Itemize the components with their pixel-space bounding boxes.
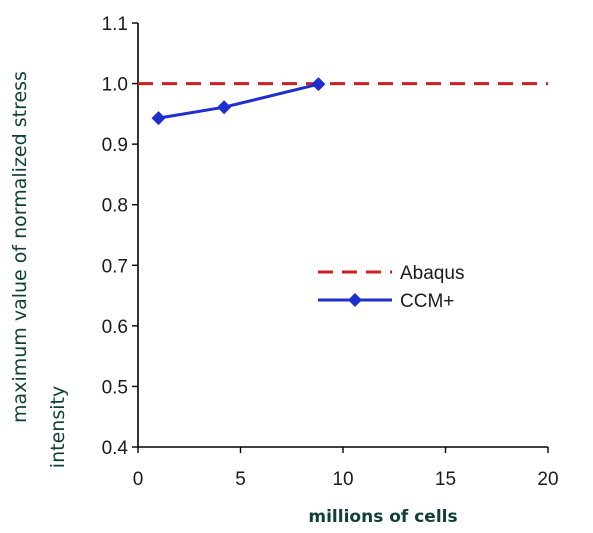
x-tick-label: 0: [133, 469, 144, 490]
x-tick-label: 5: [235, 469, 246, 490]
y-axis-title-line-2: intensity: [47, 386, 69, 468]
data-point-diamond: [217, 100, 232, 115]
y-tick-label: 0.4: [102, 438, 129, 459]
x-axis-title: millions of cells: [308, 507, 457, 527]
y-tick-label: 0.6: [102, 317, 128, 338]
series-line-ccm-: [158, 82, 319, 120]
data-point-diamond: [151, 111, 166, 126]
x-tick-label: 20: [537, 469, 558, 490]
y-tick-label: 1.0: [102, 75, 128, 96]
ticks: 0.4 0.5 0.6 0.7 0.8 0.9 1.0 1.1 0 5 10 15 20: [102, 14, 559, 490]
legend-label: Abaqus: [400, 263, 464, 284]
y-tick-label: 0.9: [102, 135, 128, 156]
y-axis-title-line-1: maximum value of normalized stress: [9, 71, 31, 423]
legend-label: CCM+: [400, 291, 454, 312]
legend-swatch-marker: [348, 293, 362, 307]
data-point-diamond: [311, 77, 326, 92]
x-tick-label: 10: [332, 469, 353, 490]
y-tick-label: 0.5: [102, 377, 128, 398]
axes: [137, 23, 548, 448]
y-tick-label: 1.1: [102, 14, 128, 35]
y-tick-label: 0.7: [102, 256, 128, 277]
x-tick-label: 15: [435, 469, 456, 490]
legend: Abaqus CCM+: [318, 263, 464, 312]
y-tick-label: 0.8: [102, 196, 128, 217]
series: [138, 77, 548, 126]
